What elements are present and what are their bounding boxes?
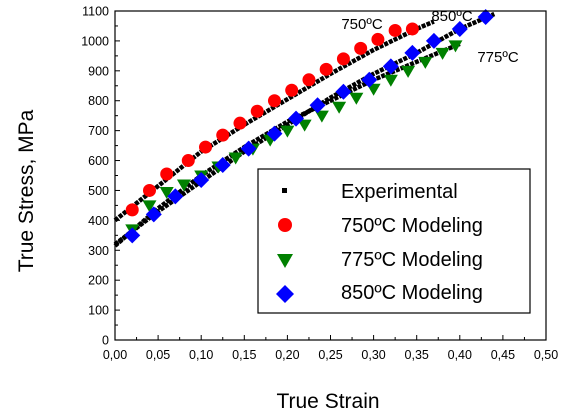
- series-2-point: [314, 110, 329, 123]
- series-2-point: [176, 179, 191, 192]
- y-tick-label: 700: [88, 124, 109, 138]
- legend-marker-850: [276, 285, 294, 303]
- legend-label-850: 850ºC Modeling: [341, 282, 483, 304]
- legend-marker-750: [278, 218, 292, 232]
- series-3-point: [477, 8, 494, 25]
- series-1-point: [302, 73, 316, 87]
- series-3-point: [309, 97, 326, 114]
- series-2-point: [228, 152, 243, 165]
- legend-label-775: 775ºC Modeling: [341, 249, 483, 271]
- x-tick-label: 0,40: [448, 348, 472, 362]
- y-tick-label: 600: [88, 154, 109, 168]
- series-1-point: [285, 83, 299, 97]
- series-1-point: [336, 52, 350, 66]
- y-axis-ticks: 0 100 200 300 400 500 600 700 800 900 1000 1100: [81, 5, 120, 348]
- x-tick-label: 0,15: [232, 348, 256, 362]
- x-tick-label: 0,50: [534, 348, 558, 362]
- series-2-point: [349, 92, 364, 105]
- annotation-850: 850ºC: [431, 8, 473, 25]
- y-tick-label: 300: [88, 244, 109, 258]
- series-3-point: [335, 83, 352, 100]
- x-tick-label: 0,30: [361, 348, 385, 362]
- series-1-point: [142, 183, 156, 197]
- series-2-point: [448, 40, 463, 53]
- y-tick-label: 100: [88, 304, 109, 318]
- series-3-point: [361, 71, 378, 88]
- series-1-point: [388, 23, 402, 37]
- series-3-point: [425, 32, 442, 49]
- legend-label-experimental: Experimental: [341, 181, 458, 203]
- legend: Experimental 750ºC Modeling 775ºC Modeli…: [257, 168, 531, 314]
- series-3-point: [124, 227, 141, 244]
- x-tick-label: 0,45: [491, 348, 515, 362]
- series-1-point: [250, 104, 264, 118]
- x-tick-label: 0,20: [275, 348, 299, 362]
- series-1-point: [354, 41, 368, 55]
- series-3-point: [288, 110, 305, 127]
- y-tick-label: 900: [88, 64, 109, 78]
- legend-box: [257, 168, 531, 314]
- series-1-point: [216, 128, 230, 142]
- series-2-point: [418, 56, 433, 69]
- y-tick-label: 1100: [82, 5, 109, 19]
- y-tick-label: 500: [88, 184, 109, 198]
- annotation-775: 775ºC: [477, 49, 519, 66]
- series-2-point: [401, 65, 416, 78]
- series-1-point: [371, 32, 385, 46]
- series-3-point: [240, 140, 257, 157]
- y-tick-label: 400: [88, 214, 109, 228]
- series-3-point: [266, 125, 283, 142]
- series-1-point: [125, 203, 139, 217]
- series-3-point: [451, 20, 468, 37]
- legend-label-750: 750ºC Modeling: [341, 215, 483, 237]
- x-tick-label: 0,35: [405, 348, 429, 362]
- x-tick-label: 0,25: [318, 348, 342, 362]
- y-tick-label: 800: [88, 94, 109, 108]
- series-2-point: [280, 125, 295, 138]
- y-tick-label: 1000: [81, 34, 109, 48]
- annotation-750: 750ºC: [341, 16, 383, 33]
- series-2-point: [435, 47, 450, 60]
- series-1-point: [199, 140, 213, 154]
- series-1-point: [160, 167, 174, 181]
- x-axis-ticks: 0,00 0,05 0,10 0,15 0,20 0,25 0,30 0,35 0,40 0,45…: [103, 335, 558, 362]
- series-markers: [124, 8, 494, 244]
- series-2-point: [383, 74, 398, 87]
- series-2-point: [332, 101, 347, 114]
- series-3-point: [404, 44, 421, 61]
- legend-marker-775: [277, 254, 293, 268]
- y-tick-label: 0: [102, 334, 109, 348]
- series-3-point: [145, 206, 162, 223]
- series-2-point: [159, 186, 174, 199]
- x-tick-label: 0,05: [146, 348, 170, 362]
- y-tick-label: 200: [88, 274, 109, 288]
- x-axis-label: True Strain: [276, 390, 379, 412]
- y-axis-label: True Stress, MPa: [15, 109, 38, 272]
- series-2-point: [297, 119, 312, 132]
- legend-marker-experimental: [282, 188, 287, 193]
- series-3-point: [382, 58, 399, 75]
- series-1-point: [267, 94, 281, 108]
- x-tick-label: 0,00: [103, 348, 127, 362]
- series-2-point: [142, 200, 157, 213]
- series-3-point: [214, 157, 231, 174]
- series-1-point: [405, 22, 419, 36]
- series-1-point: [319, 62, 333, 76]
- series-3-point: [167, 188, 184, 205]
- series-3-point: [193, 171, 210, 188]
- series-1-point: [181, 154, 195, 168]
- x-tick-label: 0,10: [189, 348, 213, 362]
- series-1-point: [233, 116, 247, 130]
